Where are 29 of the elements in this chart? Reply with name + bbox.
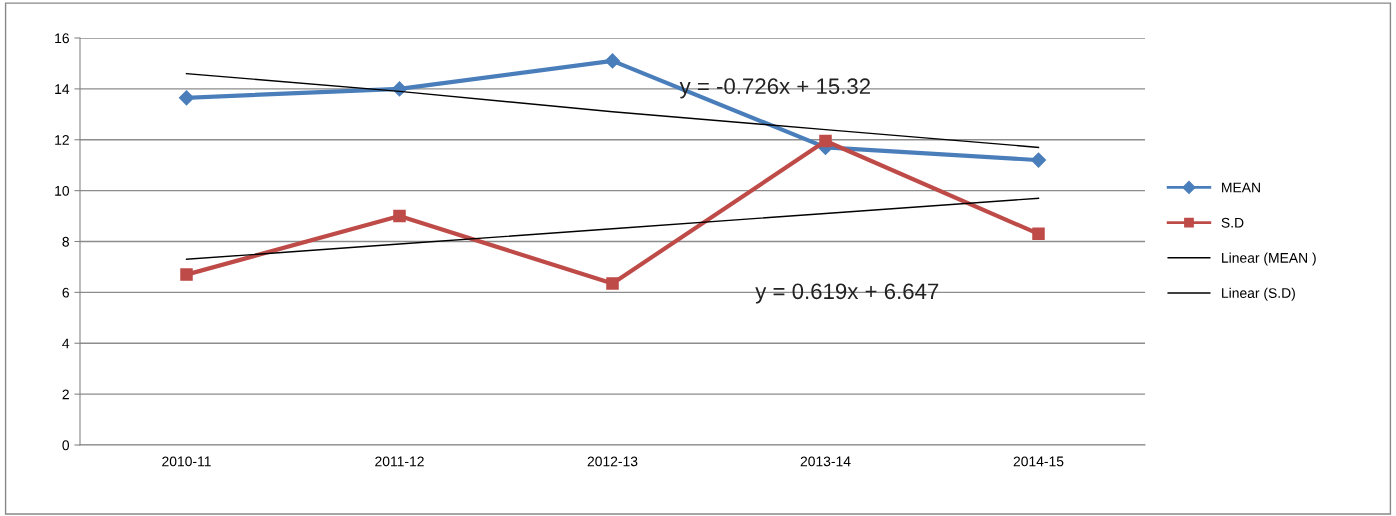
y-tick-label: 16 [55,33,69,44]
annotation: y = 0.619x + 6.647 [755,283,939,304]
point [178,90,195,106]
point [1032,227,1045,241]
x-tick-label: 2014-15 [1013,456,1064,467]
y-tick-label: 14 [55,84,70,94]
legend-label: S.D [1221,217,1244,228]
x-tick-label: 2011-12 [375,456,424,467]
point [180,268,193,281]
legend-label: Linear (MEAN ) [1222,252,1316,266]
y-tick-label: 10 [55,185,70,196]
point [604,53,621,69]
y-tick-label: 12 [55,135,69,145]
line-series [185,72,1040,149]
point [606,277,619,290]
legend-label: Linear (S.D) [1222,287,1295,301]
x-tick-label: 2013-14 [800,456,851,467]
line-series [185,197,1040,261]
point [1030,152,1047,168]
point [819,134,832,148]
y-tick-label: 8 [62,236,69,247]
y-tick-label: 4 [62,338,70,349]
y-tick-label: 0 [62,440,70,451]
x-tick-label: 2012-13 [587,456,638,467]
point [393,209,406,223]
y-tick-label: 6 [62,287,69,298]
legend-label: MEAN [1222,182,1260,193]
x-tick-label: 2010-11 [162,456,211,467]
y-tick-label: 2 [62,389,69,400]
